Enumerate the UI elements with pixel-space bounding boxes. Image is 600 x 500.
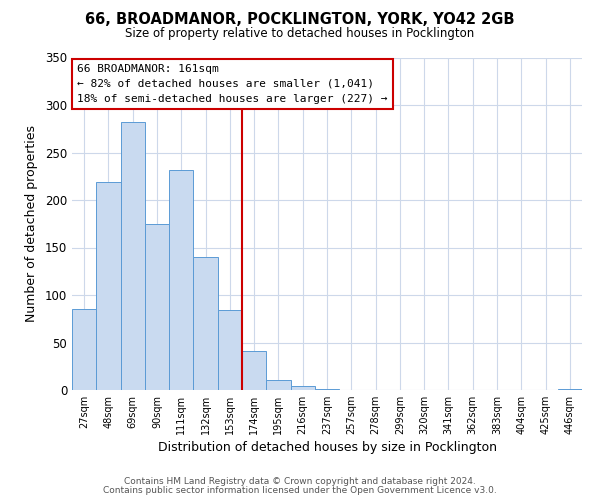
Bar (242, 351, 266, 390)
Bar (266, 380, 290, 390)
Bar (558, 389, 582, 390)
Bar (169, 170, 193, 390)
Text: Contains HM Land Registry data © Crown copyright and database right 2024.: Contains HM Land Registry data © Crown c… (124, 477, 476, 486)
Bar (290, 386, 315, 390)
X-axis label: Distribution of detached houses by size in Pocklington: Distribution of detached houses by size … (157, 442, 497, 454)
Text: Size of property relative to detached houses in Pocklington: Size of property relative to detached ho… (125, 28, 475, 40)
Bar (145, 224, 169, 390)
Bar (121, 122, 145, 390)
Bar (96, 182, 121, 390)
Text: Contains public sector information licensed under the Open Government Licence v3: Contains public sector information licen… (103, 486, 497, 495)
Text: 66, BROADMANOR, POCKLINGTON, YORK, YO42 2GB: 66, BROADMANOR, POCKLINGTON, YORK, YO42 … (85, 12, 515, 28)
Y-axis label: Number of detached properties: Number of detached properties (25, 125, 38, 322)
Text: 66 BROADMANOR: 161sqm
← 82% of detached houses are smaller (1,041)
18% of semi-d: 66 BROADMANOR: 161sqm ← 82% of detached … (77, 64, 388, 104)
Bar (72, 309, 96, 390)
Bar (218, 310, 242, 390)
Bar (315, 389, 339, 390)
Bar (193, 257, 218, 390)
